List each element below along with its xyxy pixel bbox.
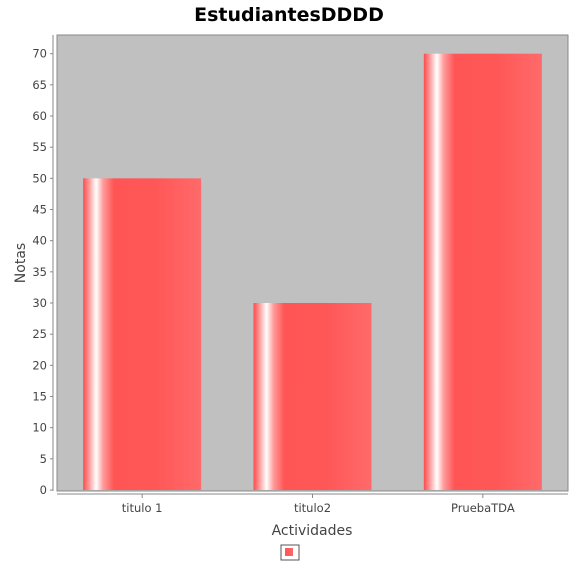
y-tick-label: 35 xyxy=(32,265,47,279)
y-tick-label: 70 xyxy=(32,47,47,61)
y-axis: 0 5 10 15 20 25 30 35 40 45 50 55 60 65 70 xyxy=(32,35,54,497)
legend xyxy=(280,544,300,561)
y-tick-label: 15 xyxy=(32,390,47,404)
y-tick-label: 0 xyxy=(40,483,47,497)
x-tick-label: PruebaTDA xyxy=(451,501,515,515)
x-tick-label: titulo 1 xyxy=(122,501,163,515)
y-tick-label: 25 xyxy=(32,327,47,341)
y-tick-label: 55 xyxy=(32,140,47,154)
chart-title: EstudiantesDDDD xyxy=(194,4,384,26)
x-tick-label: titulo2 xyxy=(294,501,331,515)
bars xyxy=(83,53,542,490)
y-tick-label: 60 xyxy=(32,109,47,123)
y-tick-label: 5 xyxy=(40,452,47,466)
y-tick-label: 30 xyxy=(32,296,47,310)
y-tick-label: 10 xyxy=(32,421,47,435)
y-tick-label: 65 xyxy=(32,78,47,92)
bar-titulo2 xyxy=(253,303,372,490)
legend-swatch xyxy=(285,548,293,556)
y-tick-label: 50 xyxy=(32,171,47,185)
x-axis: titulo 1 titulo2 PruebaTDA xyxy=(57,493,568,515)
bar-titulo-1 xyxy=(83,178,202,490)
y-axis-label: Notas xyxy=(13,243,29,283)
y-tick-label: 20 xyxy=(32,358,47,372)
bar-pruebatda xyxy=(423,53,542,490)
y-tick-label: 40 xyxy=(32,234,47,248)
y-tick-label: 45 xyxy=(32,203,47,217)
x-axis-label: Actividades xyxy=(272,523,353,539)
